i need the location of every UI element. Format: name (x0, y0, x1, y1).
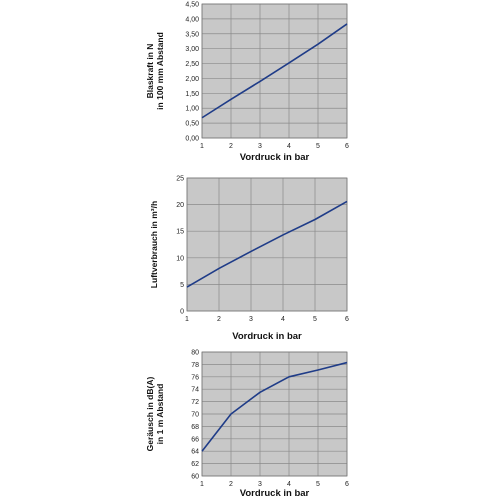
y-tick-label: 4,50 (185, 2, 199, 9)
x-tick-label: 6 (345, 143, 349, 150)
plot-frame (186, 177, 348, 312)
y-tick-label: 20 (176, 202, 184, 209)
plot-area (187, 178, 347, 311)
x-tick-label: 4 (287, 143, 291, 150)
plot-frame (201, 351, 348, 477)
x-tick-label: 1 (185, 316, 189, 323)
y-tick-label: 2,00 (185, 76, 199, 83)
y-axis-label: Luftverbrauch in m³/h (149, 201, 159, 288)
series-line (201, 23, 348, 119)
x-tick-label: 3 (249, 316, 253, 323)
x-axis-label: Vordruck in bar (232, 331, 302, 342)
x-tick-label: 2 (229, 143, 233, 150)
y-tick-label: 76 (191, 374, 199, 381)
y-tick-label: 68 (191, 424, 199, 431)
x-tick-label: 3 (258, 481, 262, 488)
y-tick-label: 25 (176, 176, 184, 183)
series-line (201, 361, 348, 452)
chart-3: 1 2 3 4 5 6 60 62 64 66 68 70 72 74 76 78 80 Vordruck in … (145, 350, 349, 500)
y-tick-label: 15 (176, 229, 184, 236)
y-tick-label: 4,00 (185, 16, 199, 23)
y-axis-label: Blaskraft in N (145, 44, 155, 99)
y-tick-label: 66 (191, 436, 199, 443)
x-tick-label: 5 (316, 143, 320, 150)
y-tick-label: 0,00 (185, 136, 199, 143)
x-tick-label: 5 (313, 316, 317, 323)
x-tick-label: 3 (258, 143, 262, 150)
x-tick-label: 1 (200, 143, 204, 150)
y-tick-label: 5 (180, 282, 184, 289)
y-tick-label: 2,50 (185, 61, 199, 68)
y-tick-label: 78 (191, 362, 199, 369)
y-tick-label: 0,50 (185, 121, 199, 128)
y-tick-label: 1,50 (185, 91, 199, 98)
y-axis-label: Geräusch in dB(A) (145, 377, 155, 452)
x-tick-label: 2 (229, 481, 233, 488)
y-tick-label: 64 (191, 449, 199, 456)
plot-area (202, 4, 347, 138)
y-tick-label: 1,00 (185, 106, 199, 113)
y-tick-label: 70 (191, 412, 199, 419)
x-tick-label: 4 (287, 481, 291, 488)
y-tick-label: 10 (176, 255, 184, 262)
x-tick-label: 6 (345, 481, 349, 488)
x-tick-label: 1 (200, 481, 204, 488)
series-line (186, 200, 348, 288)
y-tick-label: 74 (191, 387, 199, 394)
y-tick-label: 0 (180, 309, 184, 316)
chart-1: 1 2 3 4 5 6 0,00 0,50 1,00 1,50 2,00 2,50 3,00 3,50 4,… (145, 2, 349, 164)
x-tick-label: 2 (217, 316, 221, 323)
x-axis-label: Vordruck in bar (240, 488, 310, 499)
x-tick-label: 5 (316, 481, 320, 488)
chart-2: 1 2 3 4 5 6 0 5 10 15 20 25 Vordruck in bar Luftverbr… (149, 176, 349, 343)
x-axis-label: Vordruck in bar (240, 152, 310, 163)
y-tick-label: 60 (191, 474, 199, 481)
x-tick-label: 4 (281, 316, 285, 323)
y-tick-label: 3,50 (185, 31, 199, 38)
x-tick-label: 6 (345, 316, 349, 323)
y-axis-label: in 100 mm Abstand (155, 32, 165, 110)
y-tick-label: 72 (191, 399, 199, 406)
plot-frame (201, 3, 348, 139)
y-tick-label: 3,00 (185, 46, 199, 53)
y-axis-label: in 1 m Abstand (155, 384, 165, 445)
y-tick-label: 80 (191, 350, 199, 357)
y-tick-label: 62 (191, 461, 199, 468)
